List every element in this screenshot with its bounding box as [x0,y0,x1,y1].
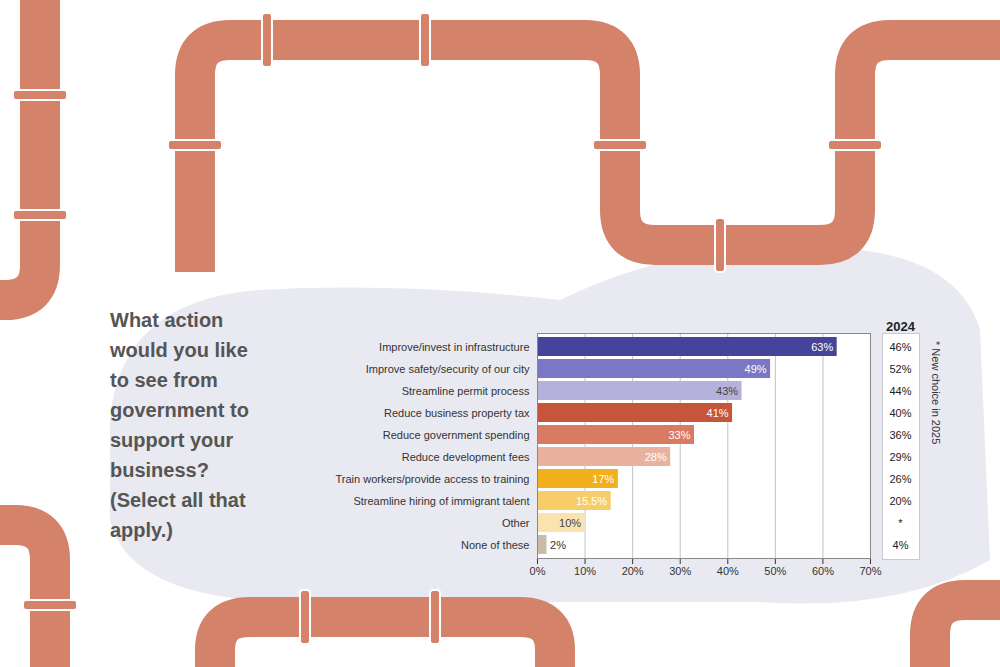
svg-text:41%: 41% [707,407,729,419]
svg-text:4%: 4% [893,539,909,551]
svg-text:Reduce business property tax: Reduce business property tax [384,407,530,419]
svg-text:70%: 70% [859,565,881,577]
svg-text:44%: 44% [889,385,911,397]
svg-text:29%: 29% [889,451,911,463]
svg-text:Improve/invest in infrastructu: Improve/invest in infrastructure [379,341,529,353]
svg-text:36%: 36% [889,429,911,441]
svg-text:10%: 10% [574,565,596,577]
svg-text:2%: 2% [550,539,566,551]
svg-text:40%: 40% [889,407,911,419]
svg-text:Train workers/provide access t: Train workers/provide access to training [335,473,529,485]
svg-text:20%: 20% [622,565,644,577]
html-text:* New choice in 2025: * New choice in 2025 [930,341,942,445]
svg-text:Streamline permit process: Streamline permit process [402,385,530,397]
svg-text:20%: 20% [889,495,911,507]
svg-text:17%: 17% [592,473,614,485]
html-text:What action would you like to: What action would you like to see from g… [110,309,249,541]
svg-text:63%: 63% [811,341,833,353]
svg-text:15.5%: 15.5% [576,495,607,507]
svg-text:60%: 60% [812,565,834,577]
svg-text:Reduce development fees: Reduce development fees [402,451,530,463]
svg-text:Improve safety/security of our: Improve safety/security of our city [366,363,530,375]
svg-text:46%: 46% [889,341,911,353]
svg-text:26%: 26% [889,473,911,485]
svg-text:2024: 2024 [886,319,916,334]
svg-text:30%: 30% [669,565,691,577]
svg-text:40%: 40% [717,565,739,577]
svg-text:33%: 33% [668,429,690,441]
svg-text:10%: 10% [559,517,581,529]
svg-text:52%: 52% [889,363,911,375]
svg-text:0%: 0% [530,565,546,577]
svg-text:50%: 50% [764,565,786,577]
svg-text:28%: 28% [645,451,667,463]
svg-text:49%: 49% [745,363,767,375]
svg-text:Streamline hiring of immigrant: Streamline hiring of immigrant talent [353,495,529,507]
svg-text:Other: Other [502,517,530,529]
svg-text:*: * [898,517,903,529]
svg-text:43%: 43% [716,385,738,397]
svg-text:Reduce government spending: Reduce government spending [383,429,530,441]
svg-text:None of these: None of these [461,539,530,551]
